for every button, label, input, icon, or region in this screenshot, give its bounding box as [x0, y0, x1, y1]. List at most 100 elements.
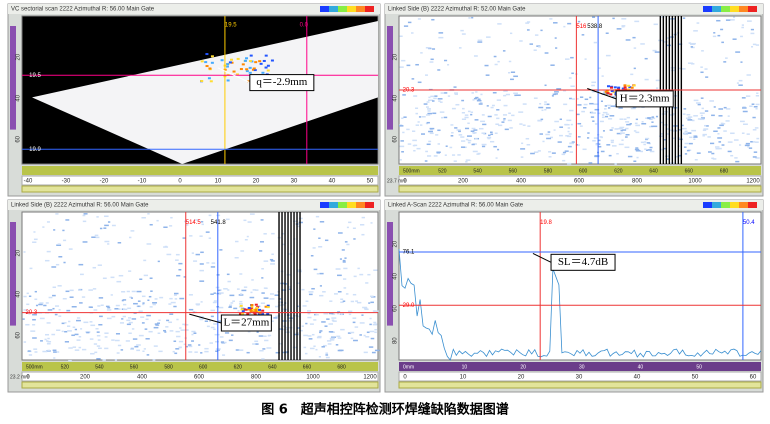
speckle: [373, 310, 379, 312]
speckle: [328, 312, 334, 315]
speckle: [492, 91, 497, 94]
echo: [250, 304, 254, 307]
speckle: [145, 338, 150, 340]
speckle: [567, 162, 572, 165]
echo: [246, 312, 250, 315]
echo: [254, 310, 258, 313]
speckle: [568, 133, 572, 135]
speckle: [198, 344, 201, 346]
speckle: [745, 142, 750, 145]
speckle: [470, 130, 475, 132]
speckle: [352, 293, 357, 296]
speckle: [217, 320, 222, 322]
speckle: [175, 348, 180, 350]
speckle: [401, 117, 404, 120]
speckle: [298, 221, 303, 224]
speckle: [745, 95, 751, 97]
color-scale: [730, 6, 739, 12]
ruler-label: 680: [337, 364, 346, 370]
speckle: [579, 96, 584, 98]
speckle: [107, 243, 110, 245]
annotation-box: [249, 74, 315, 92]
speckle: [597, 112, 601, 115]
speckle: [179, 297, 185, 300]
speckle: [687, 62, 693, 64]
speckle: [278, 342, 283, 345]
speckle: [139, 278, 143, 280]
speckle: [78, 336, 82, 338]
speckle: [342, 261, 346, 263]
speckle: [425, 47, 431, 49]
cursor-label: 516: [576, 24, 587, 30]
speckle: [353, 339, 358, 342]
speckle: [683, 108, 687, 110]
speckle: [725, 120, 730, 122]
speckle: [297, 315, 300, 318]
speckle: [429, 132, 434, 135]
speckle: [78, 346, 82, 349]
speckle: [399, 66, 404, 68]
speckle: [643, 143, 646, 146]
speckle: [204, 347, 209, 350]
ruler-label: 500mm: [403, 168, 420, 174]
speckle: [481, 145, 486, 148]
echo: [266, 69, 270, 72]
speckle: [141, 217, 146, 219]
speckle: [76, 319, 81, 322]
speckle: [313, 345, 316, 347]
speckle: [468, 17, 471, 19]
speckle: [259, 350, 264, 352]
speckle: [553, 129, 556, 131]
speckle: [709, 100, 715, 102]
speckle: [121, 299, 124, 302]
speckle: [567, 130, 570, 133]
speckle: [339, 258, 342, 260]
speckle: [479, 127, 484, 130]
x-tick-label: 30: [576, 375, 583, 381]
speckle: [592, 140, 596, 142]
speckle: [134, 345, 139, 348]
speckle: [457, 154, 461, 156]
speckle: [700, 97, 704, 99]
x-tick-label: 600: [574, 179, 585, 185]
speckle: [337, 274, 342, 277]
speckle: [659, 133, 664, 135]
speckle: [237, 310, 240, 312]
speckle: [707, 151, 712, 153]
speckle: [755, 157, 760, 159]
speckle: [100, 304, 104, 306]
speckle: [152, 359, 156, 361]
cursor-label: 20.3: [403, 88, 415, 94]
speckle: [609, 129, 613, 131]
speckle: [317, 335, 322, 338]
speckle: [261, 277, 264, 279]
echo: [254, 61, 258, 64]
speckle: [610, 141, 614, 144]
speckle: [369, 323, 372, 326]
speckle: [199, 235, 203, 237]
echo: [257, 308, 261, 311]
speckle: [454, 92, 458, 94]
speckle: [650, 125, 654, 128]
echo: [254, 308, 258, 311]
speckle: [96, 358, 101, 360]
speckle: [756, 137, 760, 140]
speckle: [713, 130, 718, 133]
speckle: [98, 297, 104, 299]
speckle: [544, 101, 547, 103]
speckle: [430, 58, 434, 61]
speckle: [121, 318, 124, 320]
speckle: [254, 340, 259, 343]
speckle: [594, 108, 600, 111]
speckle: [369, 317, 372, 320]
gate-bar: [281, 212, 283, 360]
speckle: [45, 302, 49, 304]
speckle: [467, 110, 471, 113]
speckle: [663, 139, 667, 141]
speckle: [430, 128, 433, 131]
speckle: [259, 250, 263, 252]
speckle: [439, 101, 443, 103]
speckle: [274, 294, 280, 296]
speckle: [153, 326, 159, 329]
speckle: [226, 273, 230, 276]
